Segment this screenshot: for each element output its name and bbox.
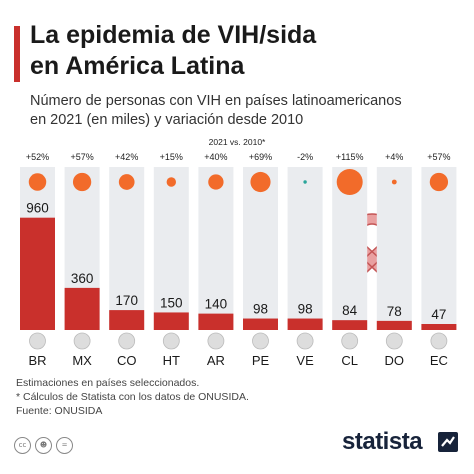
- cc-icon: cc: [14, 437, 31, 454]
- column-background: [153, 167, 189, 330]
- mexico-flag: [73, 332, 91, 350]
- value-label: 78: [387, 304, 402, 319]
- subtitle-line-2: en 2021 (en miles) y variación desde 201…: [30, 112, 304, 128]
- change-bubble: [250, 171, 271, 193]
- change-bubble: [429, 172, 449, 192]
- argentina-flag: [207, 332, 225, 350]
- colombia-flag: [118, 332, 136, 350]
- value-label: 960: [26, 201, 49, 216]
- change-bubble: [303, 180, 307, 184]
- statista-logo-icon: [438, 432, 458, 452]
- data-bar: [153, 312, 189, 330]
- footer-source: Fuente: ONUSIDA: [16, 405, 103, 417]
- category-label: VE: [296, 353, 314, 368]
- person-icon: ☻: [35, 437, 52, 454]
- data-bar: [332, 320, 368, 330]
- category-label: DO: [385, 353, 405, 368]
- value-label: 98: [298, 302, 313, 317]
- column-background: [376, 167, 412, 330]
- data-bar: [198, 313, 234, 330]
- change-bubble: [166, 177, 176, 187]
- change-label: +57%: [70, 152, 93, 162]
- haiti-flag: [162, 332, 180, 350]
- subtitle-line-1: Número de personas con VIH en países lat…: [30, 93, 402, 109]
- footer-note-2: * Cálculos de Statista con los datos de …: [16, 391, 249, 403]
- value-label: 47: [431, 307, 446, 322]
- brazil-flag: [29, 332, 46, 350]
- chart-title: La epidemia de VIH/sida en América Latin…: [30, 20, 460, 82]
- footer-notes: Estimaciones en países seleccionados. * …: [16, 376, 249, 418]
- chile-flag: [341, 332, 359, 350]
- change-bubble: [72, 172, 92, 192]
- column-background: [287, 167, 323, 330]
- data-bar: [376, 320, 412, 330]
- statista-logo-text: statista: [342, 428, 423, 455]
- value-label: 140: [205, 297, 228, 312]
- data-bar: [243, 318, 278, 330]
- category-label: CO: [117, 353, 137, 368]
- category-label: BR: [28, 353, 46, 368]
- category-label: PE: [252, 353, 270, 368]
- column-background: [421, 167, 457, 330]
- equals-icon: =: [56, 437, 73, 454]
- category-label: HT: [163, 353, 180, 368]
- venezuela-flag: [296, 332, 314, 350]
- category-label: EC: [430, 353, 448, 368]
- column-background: [198, 167, 234, 330]
- ecuador-flag: [430, 332, 448, 350]
- change-label: +42%: [115, 152, 138, 162]
- value-label: 170: [115, 293, 138, 308]
- title-accent-bar: [14, 26, 20, 82]
- change-label: +69%: [249, 152, 272, 162]
- footer-note-1: Estimaciones en países seleccionados.: [16, 377, 200, 389]
- category-label: AR: [207, 353, 225, 368]
- change-bubble: [28, 173, 47, 191]
- column-background: [243, 167, 278, 330]
- change-label: +15%: [160, 152, 183, 162]
- data-bar: [421, 324, 457, 330]
- title-line-1: La epidemia de VIH/sida: [30, 21, 317, 49]
- title-line-2: en América Latina: [30, 52, 245, 80]
- column-background: [109, 167, 145, 330]
- value-label: 150: [160, 295, 183, 310]
- change-label: +57%: [427, 152, 450, 162]
- change-label: +4%: [385, 152, 403, 162]
- value-label: 98: [253, 302, 268, 317]
- change-label: +115%: [336, 152, 364, 162]
- change-bubble: [118, 174, 135, 190]
- dominican-republic-flag: [385, 332, 403, 350]
- data-bar: [287, 318, 323, 330]
- category-label: MX: [72, 353, 92, 368]
- chart-subtitle: Número de personas con VIH en países lat…: [30, 92, 460, 130]
- change-label: -2%: [297, 152, 313, 162]
- peru-flag: [252, 332, 269, 350]
- data-bar: [109, 310, 145, 330]
- license-icons: cc ☻ =: [14, 437, 73, 454]
- data-bar: [20, 217, 55, 330]
- value-label: 360: [71, 271, 94, 286]
- category-label: CL: [341, 353, 358, 368]
- change-label: +40%: [204, 152, 227, 162]
- data-bar: [64, 287, 100, 330]
- legend-note: 2021 vs. 2010*: [208, 137, 266, 147]
- change-bubble: [336, 169, 363, 195]
- value-label: 84: [342, 303, 358, 318]
- change-bubble: [391, 179, 397, 185]
- change-label: +52%: [26, 152, 49, 162]
- change-bubble: [208, 174, 224, 190]
